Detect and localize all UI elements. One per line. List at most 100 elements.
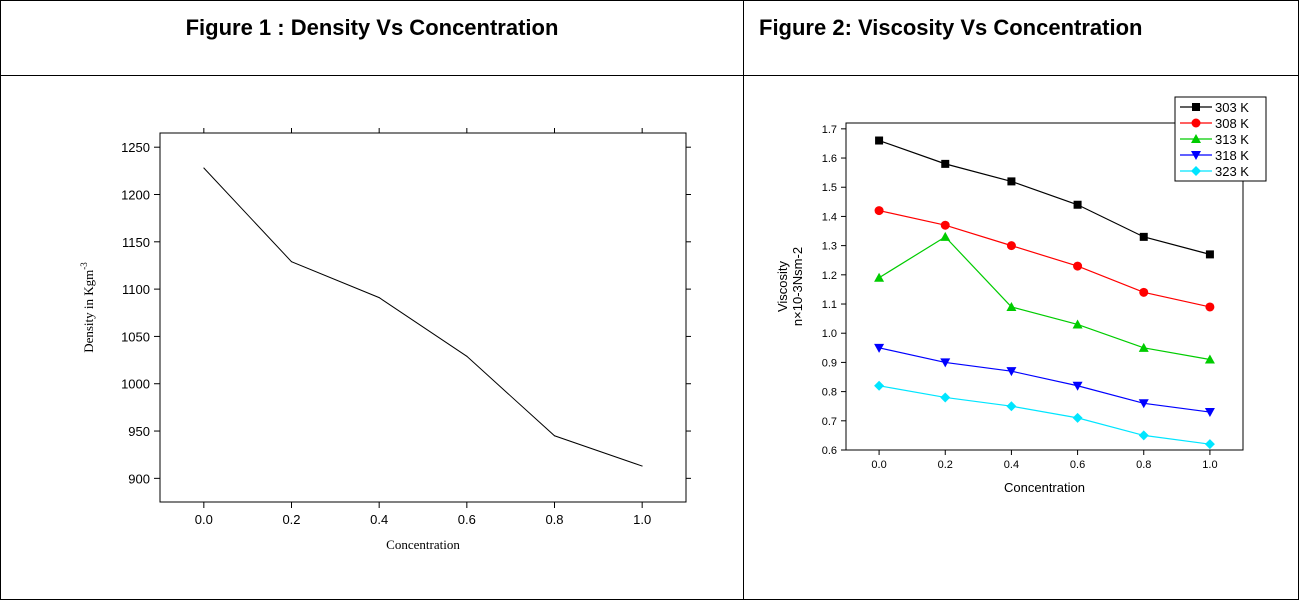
legend-marker (1191, 118, 1201, 128)
x-tick-label: 0.8 (1136, 459, 1151, 471)
data-point (941, 159, 950, 168)
y-axis-label-line2: n×10-3Nsm-2 (790, 247, 805, 326)
data-point (1139, 232, 1148, 241)
y-tick-label: 1.4 (822, 211, 837, 223)
data-point (874, 380, 885, 391)
x-axis-label: Concentration (1004, 480, 1085, 495)
y-axis-label-superscript: -3 (79, 262, 89, 270)
figure-1-title: Figure 1 : Density Vs Concentration (185, 15, 559, 40)
y-tick-label: 1250 (121, 140, 150, 155)
plot-frame (159, 132, 687, 503)
y-tick-label: 1150 (122, 235, 150, 250)
table-column-divider (743, 1, 744, 599)
y-tick-label: 900 (128, 471, 150, 486)
series-308-k (874, 206, 1215, 312)
data-point (940, 358, 951, 368)
data-point (1204, 439, 1215, 450)
series-line (878, 347, 1210, 413)
data-point (1006, 367, 1017, 377)
legend-label: 313 K (1215, 132, 1249, 147)
density-chart: 900 950 1000 1050 1100 1150 1200 1250 0.0 0.2 0.4 0… (79, 128, 691, 552)
legend-marker (1191, 166, 1201, 176)
data-point (874, 272, 885, 282)
density-data-point (641, 465, 643, 467)
data-point (1073, 200, 1082, 209)
legend-label: 318 K (1215, 148, 1249, 163)
data-point (874, 206, 884, 216)
data-point (875, 136, 884, 145)
data-point (940, 231, 951, 241)
data-point (1138, 430, 1149, 441)
data-point (1205, 302, 1215, 312)
table-row-divider (1, 75, 1298, 76)
data-point (1205, 250, 1214, 259)
y-tick-label: 1.5 (822, 182, 837, 194)
legend-item: 303 K (1180, 100, 1249, 115)
y-tick-label: 1200 (121, 188, 150, 203)
series-line (878, 210, 1211, 308)
legend-item: 318 K (1180, 148, 1249, 163)
legend-marker (1192, 103, 1200, 111)
data-point (940, 392, 951, 403)
x-axis-label: Concentration (386, 537, 460, 552)
y-tick-label: 1.2 (822, 270, 837, 282)
density-data-point (466, 355, 468, 357)
series-line (878, 236, 1211, 361)
legend-label: 323 K (1215, 164, 1249, 179)
series-313-k (874, 231, 1215, 364)
legend-item: 323 K (1180, 164, 1249, 179)
x-tick-label: 0.8 (545, 512, 563, 527)
data-point (1006, 301, 1017, 311)
plot-frame (845, 122, 1244, 451)
data-point (1072, 412, 1083, 423)
data-point (1006, 401, 1017, 412)
series-323-k (874, 380, 1215, 450)
data-point (1007, 177, 1016, 186)
x-tick-label: 0.6 (1070, 459, 1085, 471)
data-point (1072, 319, 1083, 329)
y-tick-label: 0.6 (822, 445, 837, 457)
density-series-line (203, 167, 643, 467)
density-data-point (378, 297, 380, 299)
y-tick-label: 0.8 (822, 387, 837, 399)
data-point (1006, 241, 1016, 251)
series-line (878, 385, 1210, 445)
y-tick-label: 1.6 (822, 153, 837, 165)
data-point (1138, 399, 1149, 409)
legend-label: 308 K (1215, 116, 1249, 131)
y-tick-label: 1100 (122, 282, 150, 297)
y-tick-label: 0.9 (822, 357, 837, 369)
data-point (1138, 342, 1149, 352)
data-point (1139, 287, 1149, 297)
x-tick-label: 0.6 (458, 512, 476, 527)
y-axis-label: Density in Kgm-3 (79, 262, 96, 353)
figure-2-title: Figure 2: Viscosity Vs Concentration (759, 15, 1143, 40)
y-axis-label-line1: Viscosity (775, 260, 790, 312)
legend-marker (1191, 134, 1201, 143)
data-point (1204, 408, 1215, 418)
x-tick-label: 1.0 (633, 512, 651, 527)
legend-label: 303 K (1215, 100, 1249, 115)
density-data-point (203, 167, 205, 169)
data-point (1204, 354, 1215, 364)
data-point (1072, 381, 1083, 391)
y-tick-label: 1000 (121, 377, 150, 392)
series-318-k (874, 343, 1215, 418)
legend-item: 308 K (1180, 116, 1249, 131)
density-data-point (291, 261, 292, 263)
x-tick-label: 0.4 (370, 512, 388, 527)
series-line (878, 139, 1211, 255)
x-tick-label: 0.2 (938, 459, 953, 471)
density-data-point (554, 435, 555, 437)
x-tick-label: 0.0 (871, 459, 886, 471)
x-tick-label: 1.0 (1202, 459, 1217, 471)
y-tick-label: 1.1 (822, 299, 837, 311)
y-tick-label: 1050 (121, 329, 150, 344)
y-tick-label: 1.0 (822, 328, 837, 340)
legend-marker (1191, 151, 1201, 160)
x-tick-label: 0.0 (195, 512, 213, 527)
x-tick-label: 0.4 (1004, 459, 1019, 471)
y-tick-label: 0.7 (822, 416, 837, 428)
